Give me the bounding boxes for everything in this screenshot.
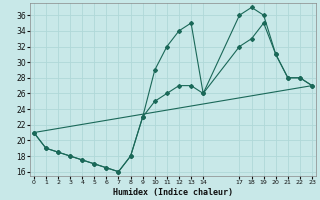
X-axis label: Humidex (Indice chaleur): Humidex (Indice chaleur): [113, 188, 233, 197]
